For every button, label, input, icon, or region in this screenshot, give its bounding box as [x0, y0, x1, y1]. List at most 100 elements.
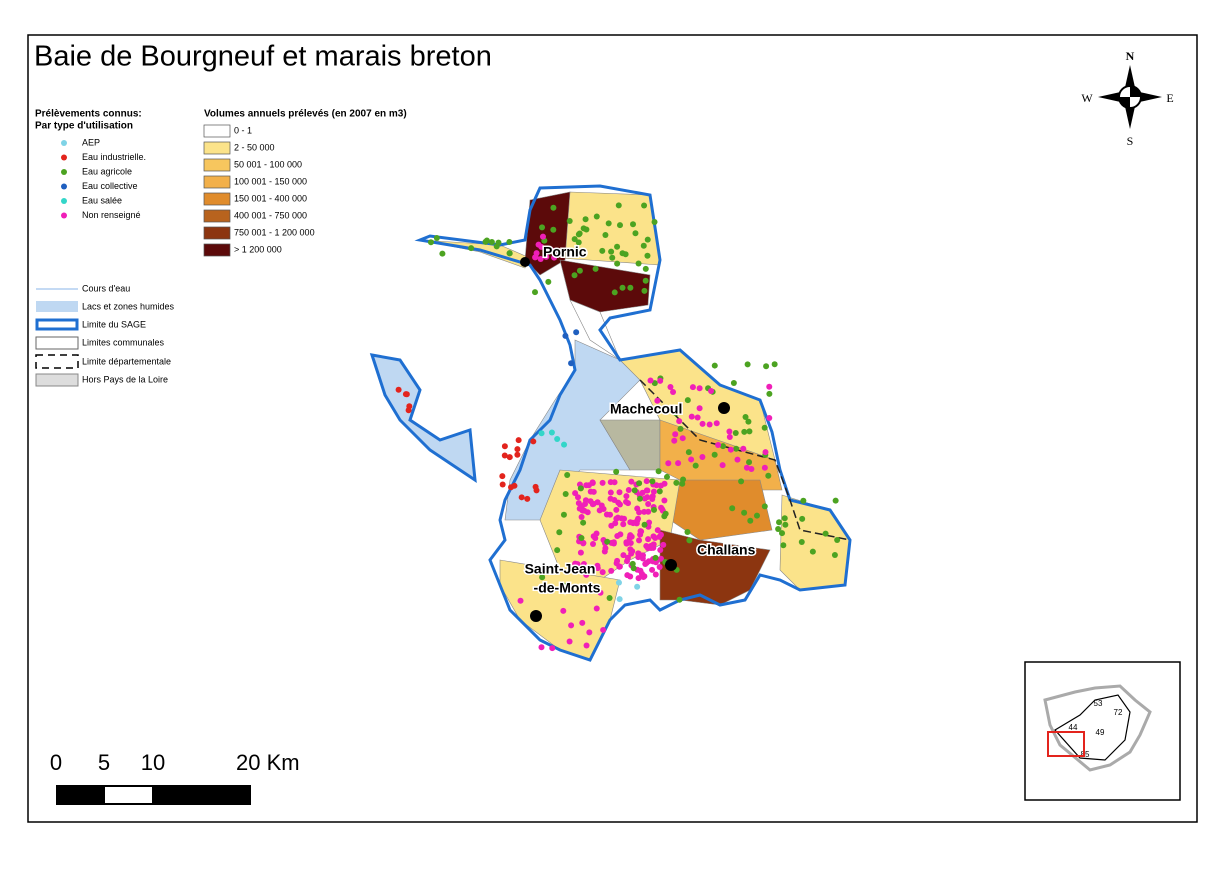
sampling-point — [613, 560, 620, 567]
legend-label: Limites communales — [82, 337, 165, 347]
scale-label: 10 — [141, 750, 165, 775]
city-marker — [665, 559, 677, 571]
sampling-point — [627, 546, 634, 553]
sampling-point — [650, 488, 657, 495]
sampling-point — [779, 530, 786, 537]
sampling-point — [499, 473, 506, 480]
sampling-point — [831, 552, 838, 559]
sampling-point — [568, 622, 575, 629]
sampling-point — [623, 498, 630, 505]
legend-swatch — [203, 158, 231, 172]
sampling-point — [635, 575, 642, 582]
sampling-point — [493, 243, 500, 250]
sampling-point — [514, 451, 521, 458]
sampling-point — [615, 202, 622, 209]
sampling-point — [672, 431, 679, 438]
sampling-point — [640, 242, 647, 249]
sampling-point — [554, 547, 561, 554]
sampling-point — [634, 583, 641, 590]
legend-label: Eau industrielle. — [82, 152, 146, 162]
sampling-point — [611, 289, 618, 296]
legend-label: Eau salée — [82, 195, 122, 205]
legend-symbol — [61, 183, 67, 190]
legend-label: 750 001 - 1 200 000 — [234, 227, 315, 237]
volumes-legend: 0 - 1 2 - 50 000 50 001 - 100 000 100 001 -… — [203, 124, 315, 257]
legend-label: > 1 200 000 — [234, 244, 282, 254]
scale-label: 5 — [98, 750, 110, 775]
sampling-point — [608, 567, 615, 574]
sampling-point — [582, 500, 589, 507]
sampling-point — [719, 462, 726, 469]
sampling-point — [575, 239, 582, 246]
legend-label: 2 - 50 000 — [234, 142, 275, 152]
compass-label: S — [1127, 134, 1134, 148]
sampling-point — [548, 429, 555, 436]
sampling-point — [647, 377, 654, 384]
sampling-point — [733, 445, 740, 452]
sampling-point — [685, 449, 692, 456]
sampling-point — [538, 430, 545, 437]
legend-symbol — [61, 212, 67, 219]
sampling-point — [649, 478, 656, 485]
sampling-point — [676, 596, 683, 603]
sampling-point — [580, 540, 587, 547]
sampling-point — [545, 278, 552, 285]
sampling-point — [688, 413, 695, 420]
sampling-point — [576, 267, 583, 274]
sampling-point — [761, 464, 768, 471]
sampling-point — [696, 405, 703, 412]
sampling-point — [652, 534, 659, 541]
sampling-point — [708, 387, 715, 394]
sampling-point — [627, 284, 634, 291]
sampling-point — [403, 391, 410, 398]
legend-label: Cours d'eau — [82, 283, 130, 293]
sampling-point — [644, 236, 651, 243]
sampling-point — [616, 596, 623, 603]
legend-label: Limite départementale — [82, 356, 171, 366]
sampling-point — [524, 495, 531, 502]
sampling-point — [515, 437, 522, 444]
sampling-point — [560, 607, 567, 614]
sampling-point — [642, 277, 649, 284]
sampling-point — [676, 418, 683, 425]
sampling-point — [645, 508, 652, 515]
sampling-point — [766, 383, 773, 390]
sampling-point — [561, 441, 568, 448]
sampling-point — [727, 446, 734, 453]
sampling-point — [585, 482, 592, 489]
sampling-point — [577, 549, 584, 556]
sampling-point — [501, 452, 508, 459]
sampling-point — [775, 526, 782, 533]
sampling-point — [548, 247, 555, 254]
sampling-point — [762, 449, 769, 456]
sampling-point — [532, 483, 539, 490]
legend-label: Limite du SAGE — [82, 319, 146, 329]
city-label: -de-Monts — [534, 580, 601, 596]
inset-label: 72 — [1114, 708, 1123, 717]
sampling-point — [635, 260, 642, 267]
legend-swatch — [203, 192, 231, 206]
sampling-point — [663, 473, 670, 480]
sampling-point — [798, 538, 805, 545]
sampling-point — [530, 438, 537, 445]
sampling-point — [628, 533, 635, 540]
sampling-point — [620, 521, 627, 528]
sampling-point — [518, 494, 525, 501]
scale-segment — [56, 785, 251, 805]
sampling-point — [566, 218, 573, 225]
sampling-point — [673, 479, 680, 486]
sampling-point — [761, 503, 768, 510]
sampling-point — [782, 521, 789, 528]
sampling-point — [771, 361, 778, 368]
sampling-point — [580, 561, 587, 568]
sampling-point — [713, 420, 720, 427]
sampling-point — [556, 529, 563, 536]
sampling-point — [573, 329, 580, 336]
sampling-point — [533, 250, 540, 257]
city-markers — [520, 257, 730, 622]
sampling-point — [686, 537, 693, 544]
legend-symbol — [35, 336, 79, 350]
sampling-point — [609, 254, 616, 261]
sampling-point — [726, 428, 733, 435]
legend-symbol — [35, 318, 79, 331]
